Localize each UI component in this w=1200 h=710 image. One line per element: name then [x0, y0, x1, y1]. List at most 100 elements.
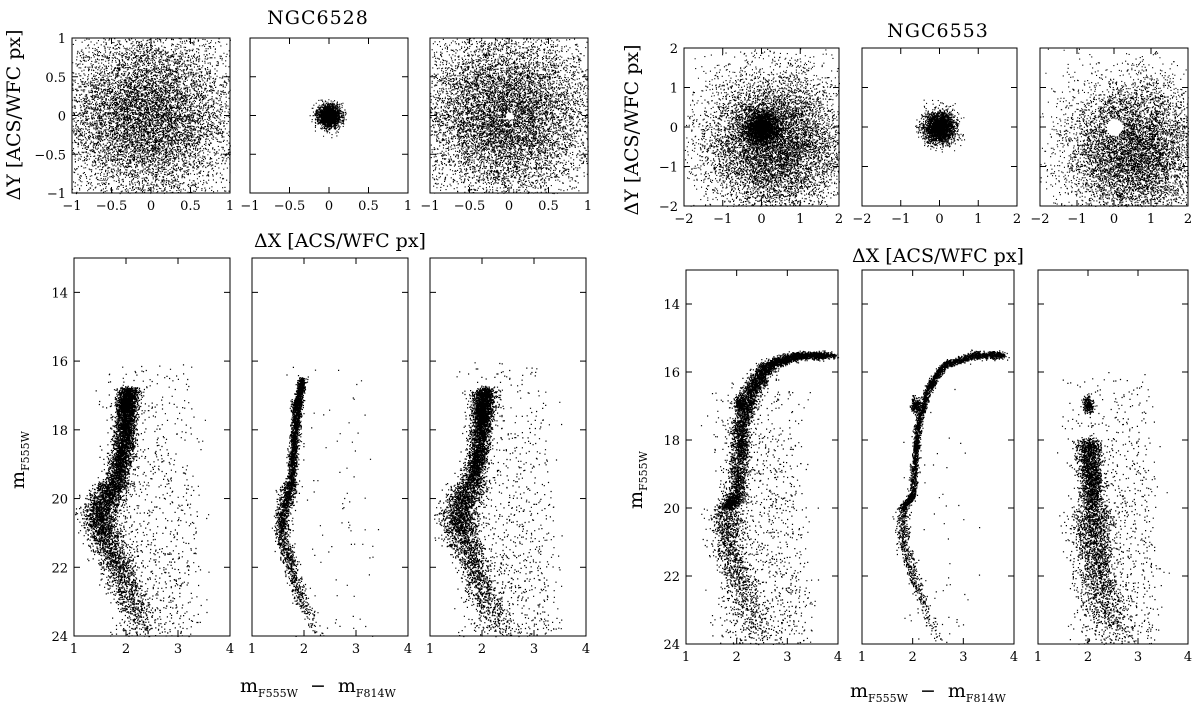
cmd-ngc6528-all-xtick-label: 1 [70, 642, 78, 657]
cmd-ngc6553-all: 1 2 3 4 14 16 18 20 22 24 [663, 269, 842, 665]
cmd-ngc6553-all-ytick-label: 18 [663, 434, 680, 449]
position-ngc6528-selected-frame [249, 37, 409, 194]
cmd-ngc6553-selected: 1 2 3 4 [858, 269, 1018, 665]
cmd-ngc6553-rejected-xtick-label: 4 [1184, 650, 1192, 665]
position-ngc6528-selected-xtick-label: −0.5 [274, 199, 306, 214]
cmd-ngc6553-rejected-xtick-label: 3 [1134, 650, 1142, 665]
position-ngc6528-selected: −1 −0.5 0 0.5 1 [240, 37, 412, 214]
position-ngc6528-all: −1 −0.5 0 0.5 1 −1 −0.5 0 0.5 1 [34, 32, 234, 214]
cmd-ngc6553-selected-xtick-label: 3 [959, 650, 967, 665]
cmd-ngc6528-all-ytick-label: 20 [51, 493, 68, 508]
cmd-ngc6528-selected-xtick-label: 1 [248, 642, 256, 657]
position-ngc6528-all-frame [71, 37, 231, 194]
cmd-xlabel-minus-ngc6528: − [310, 675, 326, 697]
position-ngc6553-all-ytick-label: 2 [670, 42, 678, 57]
cmd-ylabel-sub-ngc6553: F555W [637, 450, 650, 491]
position-ngc6528-selected-points [309, 99, 347, 139]
cmd-xlabel-main1-ngc6553: m [850, 680, 868, 702]
position-ngc6553-all-xtick-label: 1 [796, 212, 804, 227]
cmd-xlabel-main1-ngc6528: m [240, 675, 258, 697]
position-ngc6553-all-points [684, 48, 840, 207]
cmd-xlabel-sub1-ngc6528: F555W [258, 687, 299, 700]
cmd-ngc6528-all-ytick-label: 22 [51, 561, 68, 576]
position-ngc6528-rejected-frame [429, 37, 589, 194]
title-ngc6528: NGC6528 [267, 7, 369, 29]
title-ngc6553: NGC6553 [887, 20, 989, 42]
cmd-ngc6553-all-ytick-label: 22 [663, 570, 680, 585]
cmd-xlabel-sub2-ngc6553: F814W [966, 692, 1007, 705]
position-ngc6528-all-ytick-label: 1 [58, 32, 66, 47]
cmd-ngc6553-selected-xtick-label: 1 [858, 650, 866, 665]
cmd-xlabel-main2-ngc6528: m [338, 675, 356, 697]
cmd-ylabel-main-ngc6553: m [625, 491, 647, 509]
cmd-ngc6528-selected-xtick-label: 2 [300, 642, 308, 657]
position-ngc6553-rejected-xtick-label: −1 [1067, 212, 1086, 227]
cmd-ngc6528-rejected-xtick-label: 2 [478, 642, 486, 657]
position-ngc6553-rejected-xtick-label: −2 [1030, 212, 1049, 227]
cmd-ngc6528-all-points [75, 364, 210, 638]
position-ngc6553-rejected-xtick-label: 1 [1147, 212, 1155, 227]
position-ngc6553-selected-xtick-label: −1 [891, 212, 910, 227]
position-ngc6553-all-ytick-label: −2 [659, 200, 678, 215]
position-ngc6528-rejected-xtick-label: 0.5 [538, 199, 559, 214]
position-ngc6528-selected-xtick-label: 0 [325, 199, 333, 214]
position-ngc6528-all-ytick-label: −1 [47, 187, 66, 202]
position-ngc6553-selected-xtick-label: 0 [935, 212, 943, 227]
cmd-ngc6528-all-ytick-label: 14 [51, 286, 68, 301]
position-ngc6553-all-ytick-label: −1 [659, 161, 678, 176]
position-ngc6553-all-ytick-label: 0 [670, 121, 678, 136]
cmd-ngc6528-selected: 1 2 3 4 [248, 257, 412, 657]
cmd-ngc6553-rejected-frame [1037, 269, 1189, 645]
position-xlabel-ngc6528: ΔX [ACS/WFC px] [254, 230, 426, 252]
cmd-xlabel-ngc6553: mF555W − mF814W [850, 680, 1007, 705]
cmd-ngc6528-rejected-xtick-label: 3 [530, 642, 538, 657]
cmd-ngc6553-all-points [700, 350, 840, 646]
cmd-ngc6528-selected-xtick-label: 3 [352, 642, 360, 657]
cmd-ylabel-sub-ngc6528: F555W [19, 430, 32, 471]
cmd-ngc6553-all-ytick-label: 14 [663, 298, 680, 313]
cmd-ngc6528-all-xtick-label: 3 [174, 642, 182, 657]
position-ngc6528-rejected-xtick-label: 1 [584, 199, 592, 214]
cmd-xlabel-sub2-ngc6528: F814W [356, 687, 397, 700]
position-ngc6553-selected-xtick-label: 1 [974, 212, 982, 227]
cmd-ngc6553-all-ytick-label: 16 [663, 366, 680, 381]
cmd-ngc6553-all-frame [685, 269, 839, 645]
position-ngc6553-all-xtick-label: 2 [835, 212, 843, 227]
position-ngc6553-rejected-xtick-label: 2 [1184, 212, 1192, 227]
position-ngc6553-selected-xtick-label: 2 [1013, 212, 1021, 227]
cmd-xlabel-main2-ngc6553: m [948, 680, 966, 702]
cmd-ngc6553-selected-points [892, 349, 1010, 643]
cmd-ngc6528-rejected-points [434, 362, 563, 638]
position-ngc6528-all-ytick-label: −0.5 [34, 148, 66, 163]
cmd-ngc6553-rejected-points [1057, 372, 1170, 645]
position-ngc6553-rejected-points [1040, 48, 1190, 208]
position-ngc6553-selected-frame [861, 47, 1018, 207]
cmd-ngc6553-all-ytick-label: 20 [663, 502, 680, 517]
position-ngc6528-rejected-xtick-label: 0 [505, 199, 513, 214]
position-ngc6553-all-xtick-label: −1 [713, 212, 732, 227]
cmd-ngc6528-all-ytick-label: 16 [51, 355, 68, 370]
cmd-xlabel-ngc6528: mF555W − mF814W [240, 675, 397, 700]
position-ngc6553-all-ytick-label: 1 [670, 82, 678, 97]
position-ngc6553-all-xtick-label: 0 [757, 212, 765, 227]
cmd-ngc6528-all-frame [73, 257, 231, 637]
cmd-ngc6528-all-ytick-label: 24 [51, 630, 68, 645]
cluster-ngc6528: NGC6528 −1 −0.5 0 0.5 1−1−0.500.51 −1 −0.5 0 0.… [3, 7, 592, 700]
cmd-ngc6553-all-xtick-label: 1 [682, 650, 690, 665]
cmd-ngc6553-rejected-xtick-label: 2 [1084, 650, 1092, 665]
cmd-ngc6528-rejected-frame [429, 257, 587, 637]
cmd-ylabel-main-ngc6528: m [7, 471, 29, 489]
cmd-ngc6553-all-xtick-label: 2 [733, 650, 741, 665]
position-ngc6553-selected-points [915, 99, 966, 153]
cmd-ngc6553-all-xtick-label: 4 [834, 650, 842, 665]
position-ngc6528-rejected: −1 −0.5 0 0.5 1 [420, 37, 592, 214]
position-ngc6528-all-points [72, 38, 231, 195]
position-ngc6528-all-xtick-label: −1 [62, 199, 81, 214]
cmd-ngc6528-all-xtick-label: 2 [122, 642, 130, 657]
cmd-ngc6553-selected-xtick-label: 2 [909, 650, 917, 665]
position-ngc6528-selected-xtick-label: 1 [404, 199, 412, 214]
cmd-ngc6528-selected-frame [251, 257, 409, 637]
position-ngc6528-all-xtick-label: 0.5 [180, 199, 201, 214]
